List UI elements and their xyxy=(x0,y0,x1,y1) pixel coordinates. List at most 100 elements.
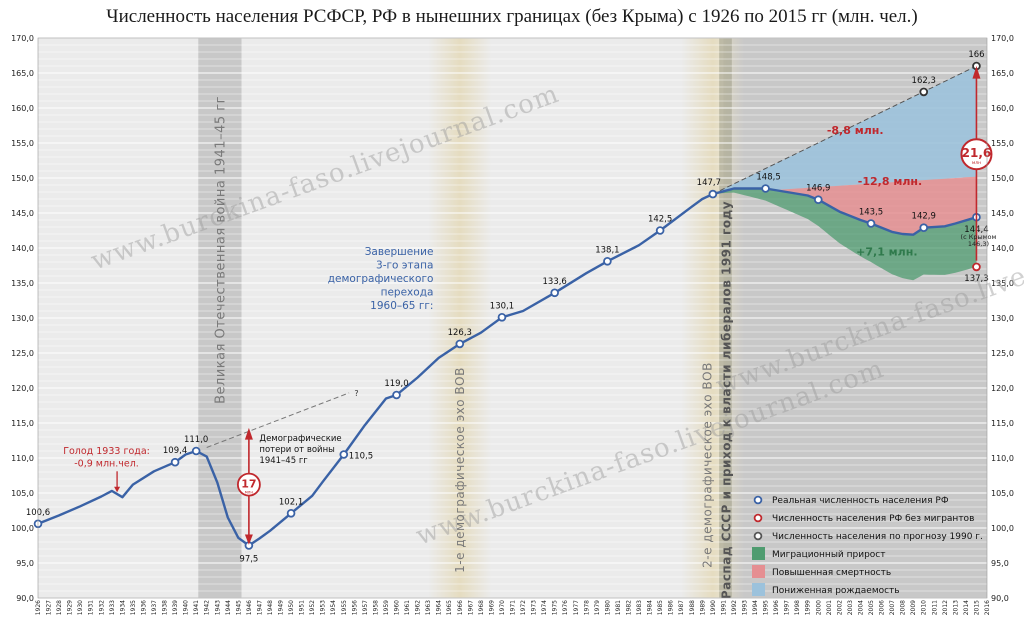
x-tick-label: 2006 xyxy=(879,600,886,615)
war-loss-badge xyxy=(236,472,261,497)
y-tick-label-right: 165,0 xyxy=(991,69,1014,78)
x-tick-label: 1996 xyxy=(773,600,780,615)
x-tick-label: 1962 xyxy=(415,600,422,615)
birth-loss-label: -8,8 млн. xyxy=(827,124,884,137)
x-tick-label: 1964 xyxy=(436,600,443,615)
famine-value: -0,9 млн.чел. xyxy=(74,459,139,470)
x-tick-label: 1942 xyxy=(204,600,211,615)
x-tick-label: 1966 xyxy=(457,600,464,615)
x-tick-label: 1995 xyxy=(763,600,770,615)
y-tick-label-left: 105,0 xyxy=(11,489,34,498)
x-tick-label: 1983 xyxy=(636,600,643,615)
x-tick-label: 1991 xyxy=(720,600,727,615)
chart-title: Численность населения РСФСР, РФ в нынешн… xyxy=(106,6,918,27)
y-tick-label-left: 140,0 xyxy=(11,244,34,253)
x-tick-label: 1953 xyxy=(320,600,327,615)
point-real xyxy=(339,450,349,459)
war-loss-unit: млн xyxy=(245,490,254,495)
plot-frame xyxy=(37,37,988,599)
x-tick-label: 1950 xyxy=(288,600,295,615)
point-real xyxy=(919,223,929,233)
x-tick-label: 2009 xyxy=(910,600,917,615)
x-tick-label: 2001 xyxy=(826,600,833,615)
data-label-real: 138,1 xyxy=(595,245,619,255)
x-tick-label: 2002 xyxy=(836,600,843,615)
legend-label: Пониженная рождаемость xyxy=(772,586,900,596)
crimea-note: 146,3) xyxy=(968,240,989,248)
total-loss-value: 21,6 xyxy=(962,146,992,160)
war-loss-note: 1941–45 гг xyxy=(259,456,308,466)
x-tick-label: 1936 xyxy=(140,600,147,615)
x-tick-label: 1978 xyxy=(583,600,590,615)
data-label-real: 142,9 xyxy=(912,212,936,222)
x-tick-label: 1946 xyxy=(246,600,253,615)
legend-marker xyxy=(753,495,763,505)
x-tick-label: 1935 xyxy=(130,600,137,615)
x-tick-label: 1972 xyxy=(520,600,527,615)
x-tick-label: 1998 xyxy=(794,600,801,615)
data-label-real: 111,0 xyxy=(184,435,208,445)
completion-note: демографического xyxy=(328,273,434,285)
echo1-label: 1-е демографическое эхо ВОВ xyxy=(453,367,467,573)
x-tick-label: 1952 xyxy=(309,600,316,615)
point-forecast xyxy=(919,87,929,97)
point-real xyxy=(708,189,718,199)
x-tick-label: 1940 xyxy=(183,600,190,615)
legend-label: Реальная численность населения РФ xyxy=(772,496,949,506)
y-tick-label-left: 95,0 xyxy=(16,559,34,568)
x-tick-label: 1990 xyxy=(710,600,717,615)
x-tick-label: 2003 xyxy=(847,600,854,615)
x-tick-label: 1943 xyxy=(214,600,221,615)
x-tick-label: 1968 xyxy=(478,600,485,615)
y-tick-label-right: 160,0 xyxy=(991,104,1014,113)
point-real xyxy=(497,312,507,322)
x-tick-label: 1954 xyxy=(330,600,337,615)
x-tick-label: 1949 xyxy=(278,600,285,615)
famine-label: Голод 1933 года: xyxy=(63,446,150,457)
y-tick-label-left: 165,0 xyxy=(11,69,34,78)
x-tick-label: 2013 xyxy=(952,600,959,615)
x-tick-label: 1977 xyxy=(573,600,580,615)
data-label-forecast: 166 xyxy=(968,50,984,60)
x-tick-label: 1979 xyxy=(594,600,601,615)
data-label-real: 102,1 xyxy=(279,497,303,507)
data-label-real: 97,5 xyxy=(239,555,258,565)
data-label-real: 110,5 xyxy=(349,452,373,462)
forecast-line xyxy=(712,65,977,195)
x-tick-label: 2016 xyxy=(984,600,991,615)
data-label-real: 142,5 xyxy=(648,215,672,225)
x-tick-label: 1927 xyxy=(46,600,53,615)
x-tick-label: 1971 xyxy=(510,600,517,615)
x-tick-label: 1947 xyxy=(256,600,263,615)
y-tick-label-right: 130,0 xyxy=(991,314,1014,323)
x-tick-label: 1956 xyxy=(351,600,358,615)
x-tick-label: 1986 xyxy=(668,600,675,615)
x-tick-label: 1969 xyxy=(488,600,495,615)
y-tick-label-left: 90,0 xyxy=(16,594,34,603)
loss-arrow-head xyxy=(972,66,981,79)
y-tick-label-right: 170,0 xyxy=(991,34,1014,43)
x-tick-label: 1944 xyxy=(225,600,232,615)
total-loss-unit: млн xyxy=(972,161,981,166)
point-real xyxy=(655,226,665,235)
x-tick-label: 1988 xyxy=(689,600,696,615)
data-label-real: 130,1 xyxy=(490,301,514,311)
x-tick-label: 1955 xyxy=(341,600,348,615)
x-tick-label: 1987 xyxy=(678,600,685,615)
x-tick-label: 1937 xyxy=(151,600,158,615)
point-real xyxy=(603,256,612,266)
x-tick-label: 1970 xyxy=(499,600,506,615)
x-tick-label: 1989 xyxy=(699,600,706,615)
x-tick-label: 1963 xyxy=(425,600,432,615)
y-tick-label-left: 145,0 xyxy=(11,209,34,218)
y-tick-label-left: 150,0 xyxy=(11,174,34,183)
y-tick-label-right: 90,0 xyxy=(991,594,1009,603)
y-tick-label-right: 95,0 xyxy=(991,559,1009,568)
x-tick-label: 1931 xyxy=(88,600,95,615)
x-tick-label: 2014 xyxy=(963,600,970,615)
x-tick-label: 2015 xyxy=(973,600,980,615)
point-real xyxy=(170,457,180,467)
war-loss-arrow-head-bottom xyxy=(244,534,253,545)
